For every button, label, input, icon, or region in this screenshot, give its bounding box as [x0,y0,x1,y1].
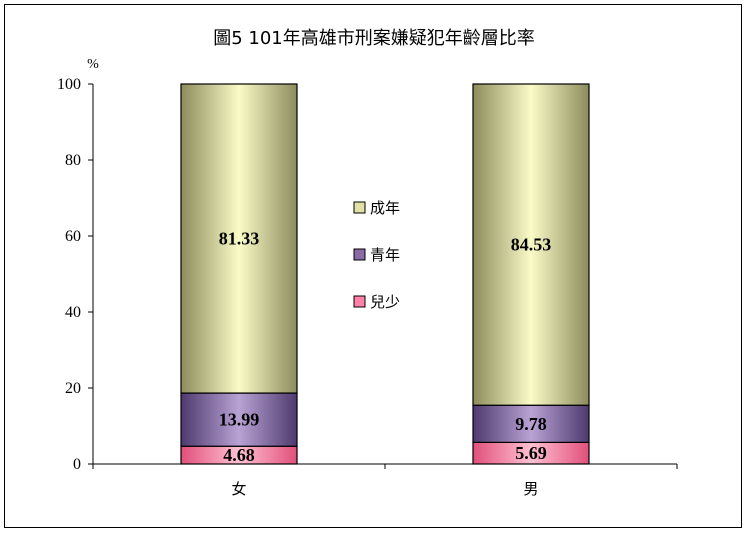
y-tick-label: 40 [65,304,81,321]
y-axis-unit-label: % [87,57,99,72]
x-category-label: 男 [523,480,538,498]
chart-frame [4,4,742,528]
bar-segment [180,392,298,447]
bar-segment [472,404,590,443]
data-labels: 4.68 13.99 81.33 5.69 9.78 84.53 [219,229,552,466]
y-tick-label: 80 [65,152,81,169]
bars [180,83,590,465]
legend-label: 青年 [370,246,400,264]
y-tick-label: 20 [65,380,81,397]
data-label: 5.69 [515,443,547,463]
legend-swatch [353,295,366,308]
axes: 0 20 40 60 80 100 女 男 [57,76,678,498]
x-category-label: 女 [231,480,246,498]
chart-title: 圖5 101年高雄市刑案嫌疑犯年齡層比率 [213,28,535,49]
data-label: 9.78 [515,414,547,434]
data-label: 4.68 [223,445,255,465]
y-tick-label: 0 [73,456,81,473]
data-label: 84.53 [511,235,552,255]
bar-segment [472,83,590,406]
y-tick-label: 60 [65,228,81,245]
data-label: 81.33 [219,229,260,249]
data-label: 13.99 [219,410,260,430]
bar-segment [180,83,298,394]
legend-swatch [353,201,366,214]
legend-label: 兒少 [370,293,400,311]
legend-label: 成年 [370,199,400,217]
y-tick-label: 100 [57,76,81,93]
legend-swatch [353,248,366,261]
